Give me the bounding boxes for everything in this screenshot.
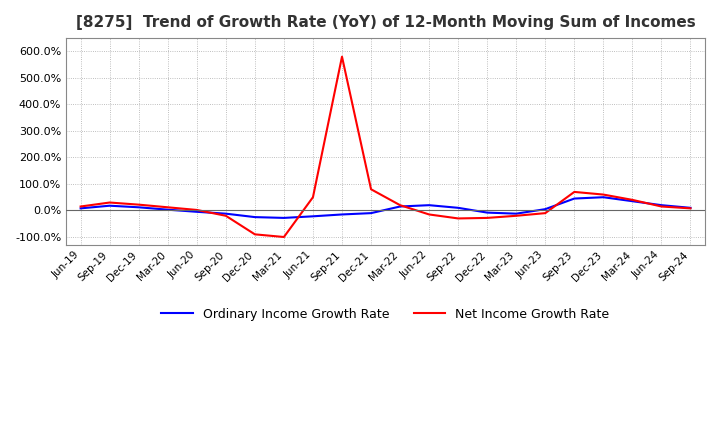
Ordinary Income Growth Rate xyxy=(192,209,201,214)
Ordinary Income Growth Rate xyxy=(599,194,608,200)
Net Income Growth Rate xyxy=(657,204,666,209)
Net Income Growth Rate xyxy=(541,210,549,216)
Net Income Growth Rate xyxy=(251,232,259,237)
Ordinary Income Growth Rate xyxy=(512,211,521,216)
Line: Ordinary Income Growth Rate: Ordinary Income Growth Rate xyxy=(81,197,690,218)
Net Income Growth Rate xyxy=(135,202,143,207)
Net Income Growth Rate xyxy=(599,192,608,197)
Title: [8275]  Trend of Growth Rate (YoY) of 12-Month Moving Sum of Incomes: [8275] Trend of Growth Rate (YoY) of 12-… xyxy=(76,15,696,30)
Ordinary Income Growth Rate xyxy=(251,214,259,220)
Net Income Growth Rate xyxy=(338,54,346,59)
Ordinary Income Growth Rate xyxy=(279,215,288,220)
Net Income Growth Rate xyxy=(222,213,230,218)
Ordinary Income Growth Rate xyxy=(454,205,462,210)
Ordinary Income Growth Rate xyxy=(396,204,405,209)
Ordinary Income Growth Rate xyxy=(338,212,346,217)
Ordinary Income Growth Rate xyxy=(222,211,230,216)
Net Income Growth Rate xyxy=(425,212,433,217)
Ordinary Income Growth Rate xyxy=(163,207,172,213)
Ordinary Income Growth Rate xyxy=(135,205,143,210)
Ordinary Income Growth Rate xyxy=(483,210,492,215)
Net Income Growth Rate xyxy=(628,197,636,202)
Net Income Growth Rate xyxy=(192,207,201,213)
Net Income Growth Rate xyxy=(279,235,288,240)
Net Income Growth Rate xyxy=(570,189,579,194)
Ordinary Income Growth Rate xyxy=(425,202,433,208)
Ordinary Income Growth Rate xyxy=(309,214,318,219)
Ordinary Income Growth Rate xyxy=(76,206,85,211)
Net Income Growth Rate xyxy=(512,213,521,218)
Ordinary Income Growth Rate xyxy=(541,206,549,212)
Line: Net Income Growth Rate: Net Income Growth Rate xyxy=(81,57,690,237)
Net Income Growth Rate xyxy=(105,200,114,205)
Net Income Growth Rate xyxy=(483,215,492,220)
Net Income Growth Rate xyxy=(396,202,405,208)
Ordinary Income Growth Rate xyxy=(366,210,375,216)
Net Income Growth Rate xyxy=(454,216,462,221)
Ordinary Income Growth Rate xyxy=(686,205,695,210)
Ordinary Income Growth Rate xyxy=(105,203,114,209)
Ordinary Income Growth Rate xyxy=(570,196,579,201)
Net Income Growth Rate xyxy=(76,204,85,209)
Ordinary Income Growth Rate xyxy=(628,198,636,204)
Net Income Growth Rate xyxy=(686,206,695,211)
Net Income Growth Rate xyxy=(163,205,172,210)
Legend: Ordinary Income Growth Rate, Net Income Growth Rate: Ordinary Income Growth Rate, Net Income … xyxy=(156,303,615,326)
Net Income Growth Rate xyxy=(366,187,375,192)
Net Income Growth Rate xyxy=(309,194,318,200)
Ordinary Income Growth Rate xyxy=(657,202,666,208)
